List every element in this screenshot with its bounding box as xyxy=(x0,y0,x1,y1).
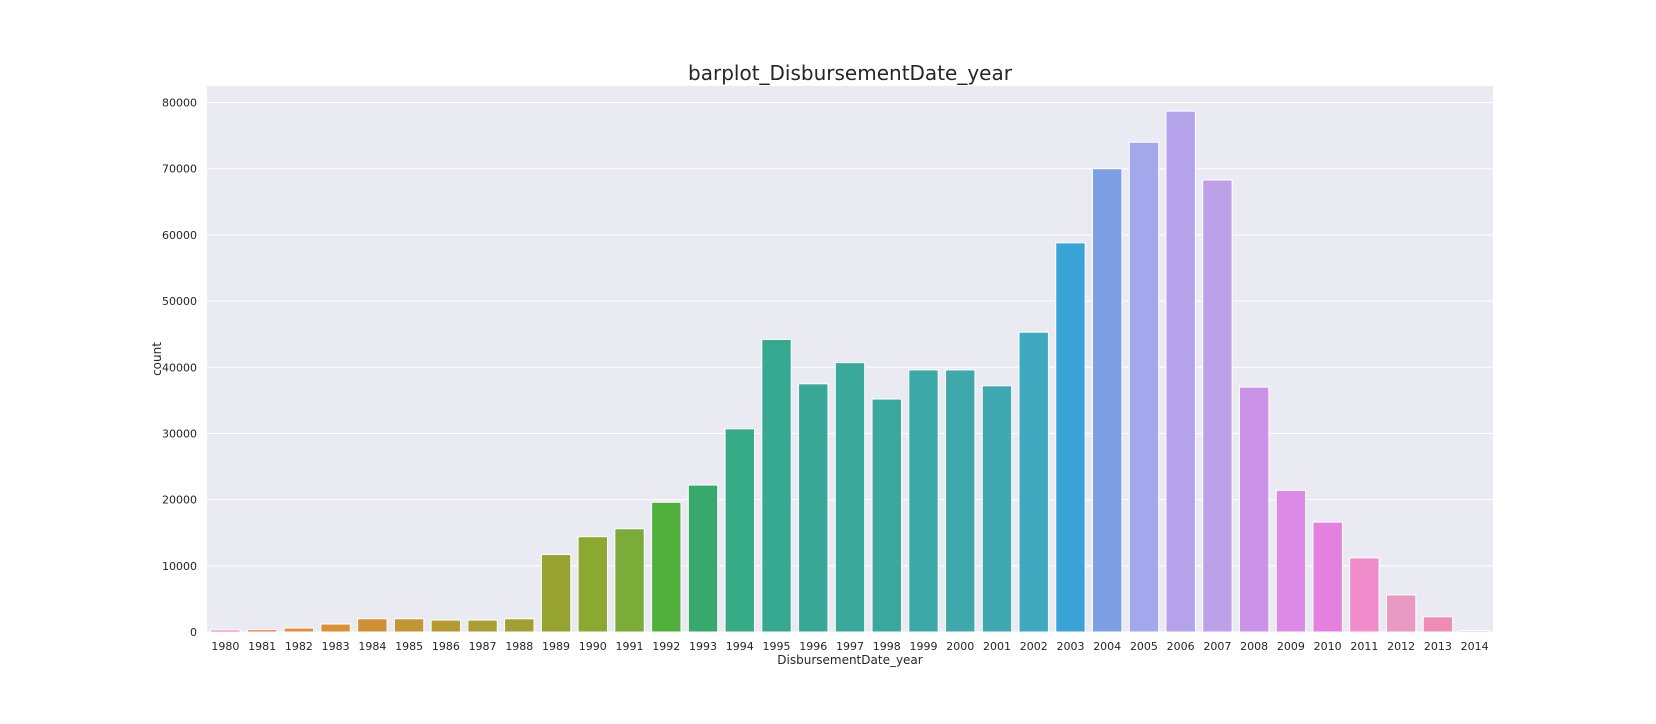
x-tick-label: 2009 xyxy=(1277,640,1305,653)
y-tick-labels: 0 10000 20000 30000 40000 50000 60000 70000 8000… xyxy=(162,97,197,639)
x-tick-label: 2006 xyxy=(1167,640,1195,653)
x-tick-label: 2007 xyxy=(1203,640,1231,653)
bar-1985 xyxy=(393,618,425,633)
x-tick-label: 1999 xyxy=(909,640,937,653)
x-tick-label: 1995 xyxy=(763,640,791,653)
bar-1981 xyxy=(246,629,278,633)
chart-title: barplot_DisbursementDate_year xyxy=(688,61,1013,85)
bar-1987 xyxy=(467,619,498,633)
y-tick-label: 10000 xyxy=(162,560,197,573)
x-tick-label: 1989 xyxy=(542,640,570,653)
x-tick-labels: 1980 1981 1982 1983 1984 1985 1986 1987 1988 1989… xyxy=(211,640,1488,653)
x-tick-label: 2012 xyxy=(1387,640,1415,653)
bar-2014 xyxy=(1459,630,1490,633)
x-tick-label: 1983 xyxy=(322,640,350,653)
y-tick-label: 80000 xyxy=(162,97,197,110)
bar-2005 xyxy=(1128,141,1160,633)
y-tick-label: 20000 xyxy=(162,494,197,507)
x-tick-label: 1996 xyxy=(799,640,827,653)
bar-1995 xyxy=(761,338,792,633)
x-tick-label: 1984 xyxy=(358,640,386,653)
y-tick-label: 0 xyxy=(190,626,197,639)
bar-1980 xyxy=(210,629,241,633)
bar-1993 xyxy=(687,484,719,633)
bar-1989 xyxy=(540,554,572,633)
bar-1994 xyxy=(724,428,755,633)
bar-2007 xyxy=(1202,179,1233,633)
bar-2010 xyxy=(1312,521,1343,633)
y-tick-label: 50000 xyxy=(162,295,197,308)
bar-1986 xyxy=(430,619,462,633)
bar-2006 xyxy=(1165,110,1196,633)
x-tick-label: 2000 xyxy=(946,640,974,653)
bar-1982 xyxy=(283,627,315,633)
x-tick-label: 2013 xyxy=(1424,640,1452,653)
bar-2013 xyxy=(1422,616,1454,633)
bar-1984 xyxy=(357,618,388,633)
bar-1996 xyxy=(798,383,829,633)
x-tick-label: 2014 xyxy=(1461,640,1489,653)
bar-2003 xyxy=(1055,242,1086,633)
x-tick-label: 1985 xyxy=(395,640,423,653)
x-tick-label: 1998 xyxy=(873,640,901,653)
y-axis-label: count xyxy=(150,342,164,376)
x-tick-label: 2001 xyxy=(983,640,1011,653)
y-tick-label: 30000 xyxy=(162,427,197,440)
bar-2009 xyxy=(1275,489,1307,633)
bar-2001 xyxy=(981,385,1013,633)
x-tick-label: 1987 xyxy=(469,640,497,653)
bar-2004 xyxy=(1092,168,1123,633)
y-tick-label: 60000 xyxy=(162,229,197,242)
bar-1997 xyxy=(834,362,866,633)
x-tick-label: 1981 xyxy=(248,640,276,653)
x-tick-label: 1991 xyxy=(616,640,644,653)
x-tick-label: 1988 xyxy=(505,640,533,653)
y-tick-label: 70000 xyxy=(162,163,197,176)
x-tick-label: 1980 xyxy=(211,640,239,653)
x-tick-label: 1994 xyxy=(726,640,754,653)
bar-1990 xyxy=(577,536,608,633)
x-tick-label: 1982 xyxy=(285,640,313,653)
bar-1998 xyxy=(871,398,902,633)
x-tick-label: 1986 xyxy=(432,640,460,653)
bar-1999 xyxy=(908,369,939,633)
x-tick-label: 2008 xyxy=(1240,640,1268,653)
x-tick-label: 2002 xyxy=(1020,640,1048,653)
x-tick-label: 2011 xyxy=(1350,640,1378,653)
x-tick-label: 2005 xyxy=(1130,640,1158,653)
x-tick-label: 1990 xyxy=(579,640,607,653)
bar-2012 xyxy=(1385,594,1417,633)
bar-1988 xyxy=(504,618,535,633)
bar-2000 xyxy=(945,369,976,633)
bar-2011 xyxy=(1349,557,1380,633)
x-tick-label: 1997 xyxy=(836,640,864,653)
x-tick-label: 1993 xyxy=(689,640,717,653)
x-tick-label: 2010 xyxy=(1314,640,1342,653)
x-tick-label: 2003 xyxy=(1056,640,1084,653)
bar-1992 xyxy=(651,501,682,633)
x-axis-label: DisbursementDate_year xyxy=(777,653,923,667)
bar-2002 xyxy=(1018,331,1049,633)
bars xyxy=(210,110,1490,633)
x-tick-label: 2004 xyxy=(1093,640,1121,653)
bar-1983 xyxy=(320,623,351,633)
bar-2008 xyxy=(1238,386,1270,633)
x-tick-label: 1992 xyxy=(652,640,680,653)
y-tick-label: 40000 xyxy=(162,361,197,374)
bar-1991 xyxy=(614,528,645,633)
